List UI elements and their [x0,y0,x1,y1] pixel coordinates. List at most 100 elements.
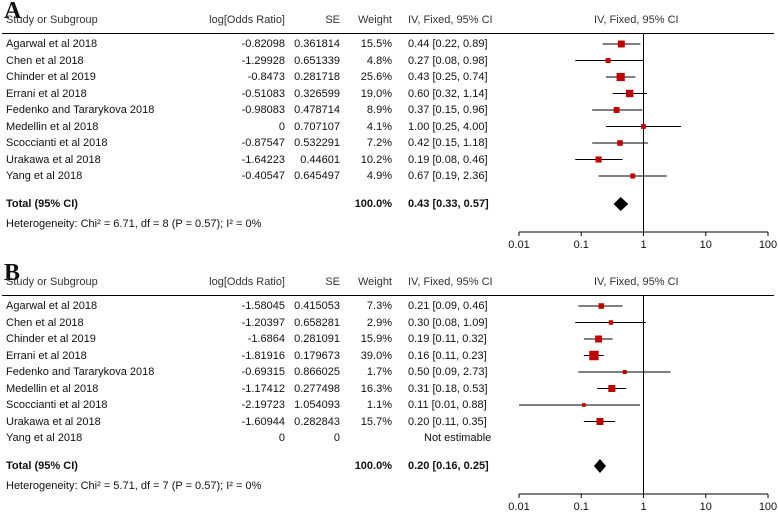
ci-value: 0.27 [0.08, 0.98] [408,54,488,67]
point-estimate-marker [595,156,602,163]
total-weight: 100.0% [354,198,392,210]
total-ci: 0.43 [0.33, 0.57] [408,198,489,210]
weight-value: 10.2% [360,153,392,166]
x-tick-label: 0.01 [508,501,530,513]
weight-value: 4.8% [366,54,392,67]
x-tick-label: 0.1 [573,501,589,513]
ci-value: 0.11 [0.01, 0.88] [408,399,487,411]
se-value: 0.282843 [294,415,340,428]
header-log-odds-ratio: log[Odds Ratio] [209,276,285,288]
point-estimate-marker [625,89,634,98]
forest-plot-svg [518,295,769,498]
point-estimate-marker [617,40,625,48]
header-se: SE [325,14,340,26]
se-value: 0.277498 [294,382,340,395]
se-value: 0.281091 [294,333,340,345]
point-estimate-marker [596,418,604,425]
ci-value: 0.37 [0.15, 0.96] [408,104,488,116]
se-value: 0.415053 [294,300,340,312]
weight-value: 1.7% [366,366,392,378]
study-name: Chinder et al 2019 [6,71,96,83]
x-tick-label: 100 [758,239,778,251]
total-label: Total (95% CI) [6,198,78,210]
log-odds-ratio-value: -1.81916 [241,349,285,362]
x-tick-label: 1 [640,501,647,513]
header-log-odds-ratio: log[Odds Ratio] [209,14,285,26]
weight-value: 1.1% [366,399,392,411]
ci-value: 0.16 [0.11, 0.23] [408,349,487,362]
log-odds-ratio-value: 0 [278,432,285,444]
panel-label: B [4,260,21,286]
forest-plot-panel-a: A Study or Subgroup log[Odds Ratio] SE Weigh… [0,0,778,256]
x-tick-label: 10 [699,501,712,513]
study-name: Urakawa et al 2018 [6,153,101,166]
weight-value: 19.0% [360,87,392,100]
weight-value: 4.1% [366,120,392,133]
x-tick-label: 10 [699,239,712,251]
se-value: 0.532291 [294,137,340,149]
ci-value: 0.43 [0.25, 0.74] [408,71,488,83]
header-weight: Weight [357,276,392,288]
point-estimate-marker [617,140,623,146]
ci-value: 0.44 [0.22, 0.89] [408,38,488,50]
log-odds-ratio-value: -1.64223 [241,153,285,166]
study-name: Medellin et al 2018 [6,382,99,395]
log-odds-ratio-value: -1.58045 [241,300,285,312]
se-value: 0.281718 [294,71,340,83]
weight-value: 8.9% [366,104,392,116]
log-odds-ratio-value: -1.6864 [247,333,285,345]
log-odds-ratio-value: -0.98083 [241,104,285,116]
heterogeneity-text: Heterogeneity: Chi² = 6.71, df = 8 (P = … [6,218,262,230]
ci-value: 0.67 [0.19, 2.36] [408,170,488,182]
log-odds-ratio-value: -0.87547 [241,137,285,149]
header-ci: IV, Fixed, 95% CI [408,14,493,26]
x-tick-label: 100 [758,501,778,513]
log-odds-ratio-value: -1.60944 [241,415,285,428]
ci-value: 0.21 [0.09, 0.46] [408,300,488,312]
se-value: 0.658281 [294,316,340,329]
study-name: Chen et al 2018 [6,316,84,329]
study-name: Yang et al 2018 [6,170,83,182]
point-estimate-marker [630,173,636,179]
pooled-effect-diamond [613,197,629,211]
ci-value: 0.19 [0.08, 0.46] [408,153,488,166]
log-odds-ratio-value: -2.19723 [241,399,285,411]
weight-value: 15.7% [360,415,392,428]
total-ci: 0.20 [0.16, 0.25] [408,460,489,472]
study-name: Errani et al 2018 [6,87,87,100]
weight-value: 16.3% [360,382,392,395]
weight-value: 15.9% [360,333,392,345]
se-value: 0.179673 [294,349,340,362]
se-value: 0.361814 [294,38,340,50]
header-se: SE [325,276,340,288]
weight-value: 25.6% [360,71,392,83]
x-tick-label: 1 [640,239,647,251]
weight-value: 2.9% [366,316,392,329]
forest-plot-svg [518,33,769,236]
se-value: 0.478714 [294,104,340,116]
point-estimate-marker [608,320,614,325]
se-value: 0.707107 [294,120,340,133]
se-value: 0.866025 [294,366,340,378]
header-ci: IV, Fixed, 95% CI [408,276,493,288]
heterogeneity-text: Heterogeneity: Chi² = 5.71, df = 7 (P = … [6,480,262,492]
header-weight: Weight [357,14,392,26]
header-study: Study or Subgroup [6,276,98,288]
ci-value: 0.31 [0.18, 0.53] [408,382,488,395]
log-odds-ratio-value: -1.29928 [241,54,285,67]
study-name: Scoccianti et al 2018 [6,137,108,149]
point-estimate-marker [598,303,605,309]
panel-label: A [4,0,22,24]
x-tick-label: 0.1 [573,239,589,251]
se-value: 1.054093 [294,399,340,411]
log-odds-ratio-value: 0 [278,120,285,133]
point-estimate-marker [622,369,627,375]
total-weight: 100.0% [354,460,392,472]
ci-value: 0.50 [0.09, 2.73] [408,366,488,378]
study-name: Chinder et al 2019 [6,333,96,345]
study-name: Agarwal et al 2018 [6,300,98,312]
point-estimate-marker [581,403,586,407]
forest-plot-panel-b: B Study or Subgroup log[Odds Ratio] SE Weigh… [0,260,778,518]
x-tick-label: 0.01 [508,239,530,251]
study-name: Fedenko and Tararykova 2018 [6,366,155,378]
